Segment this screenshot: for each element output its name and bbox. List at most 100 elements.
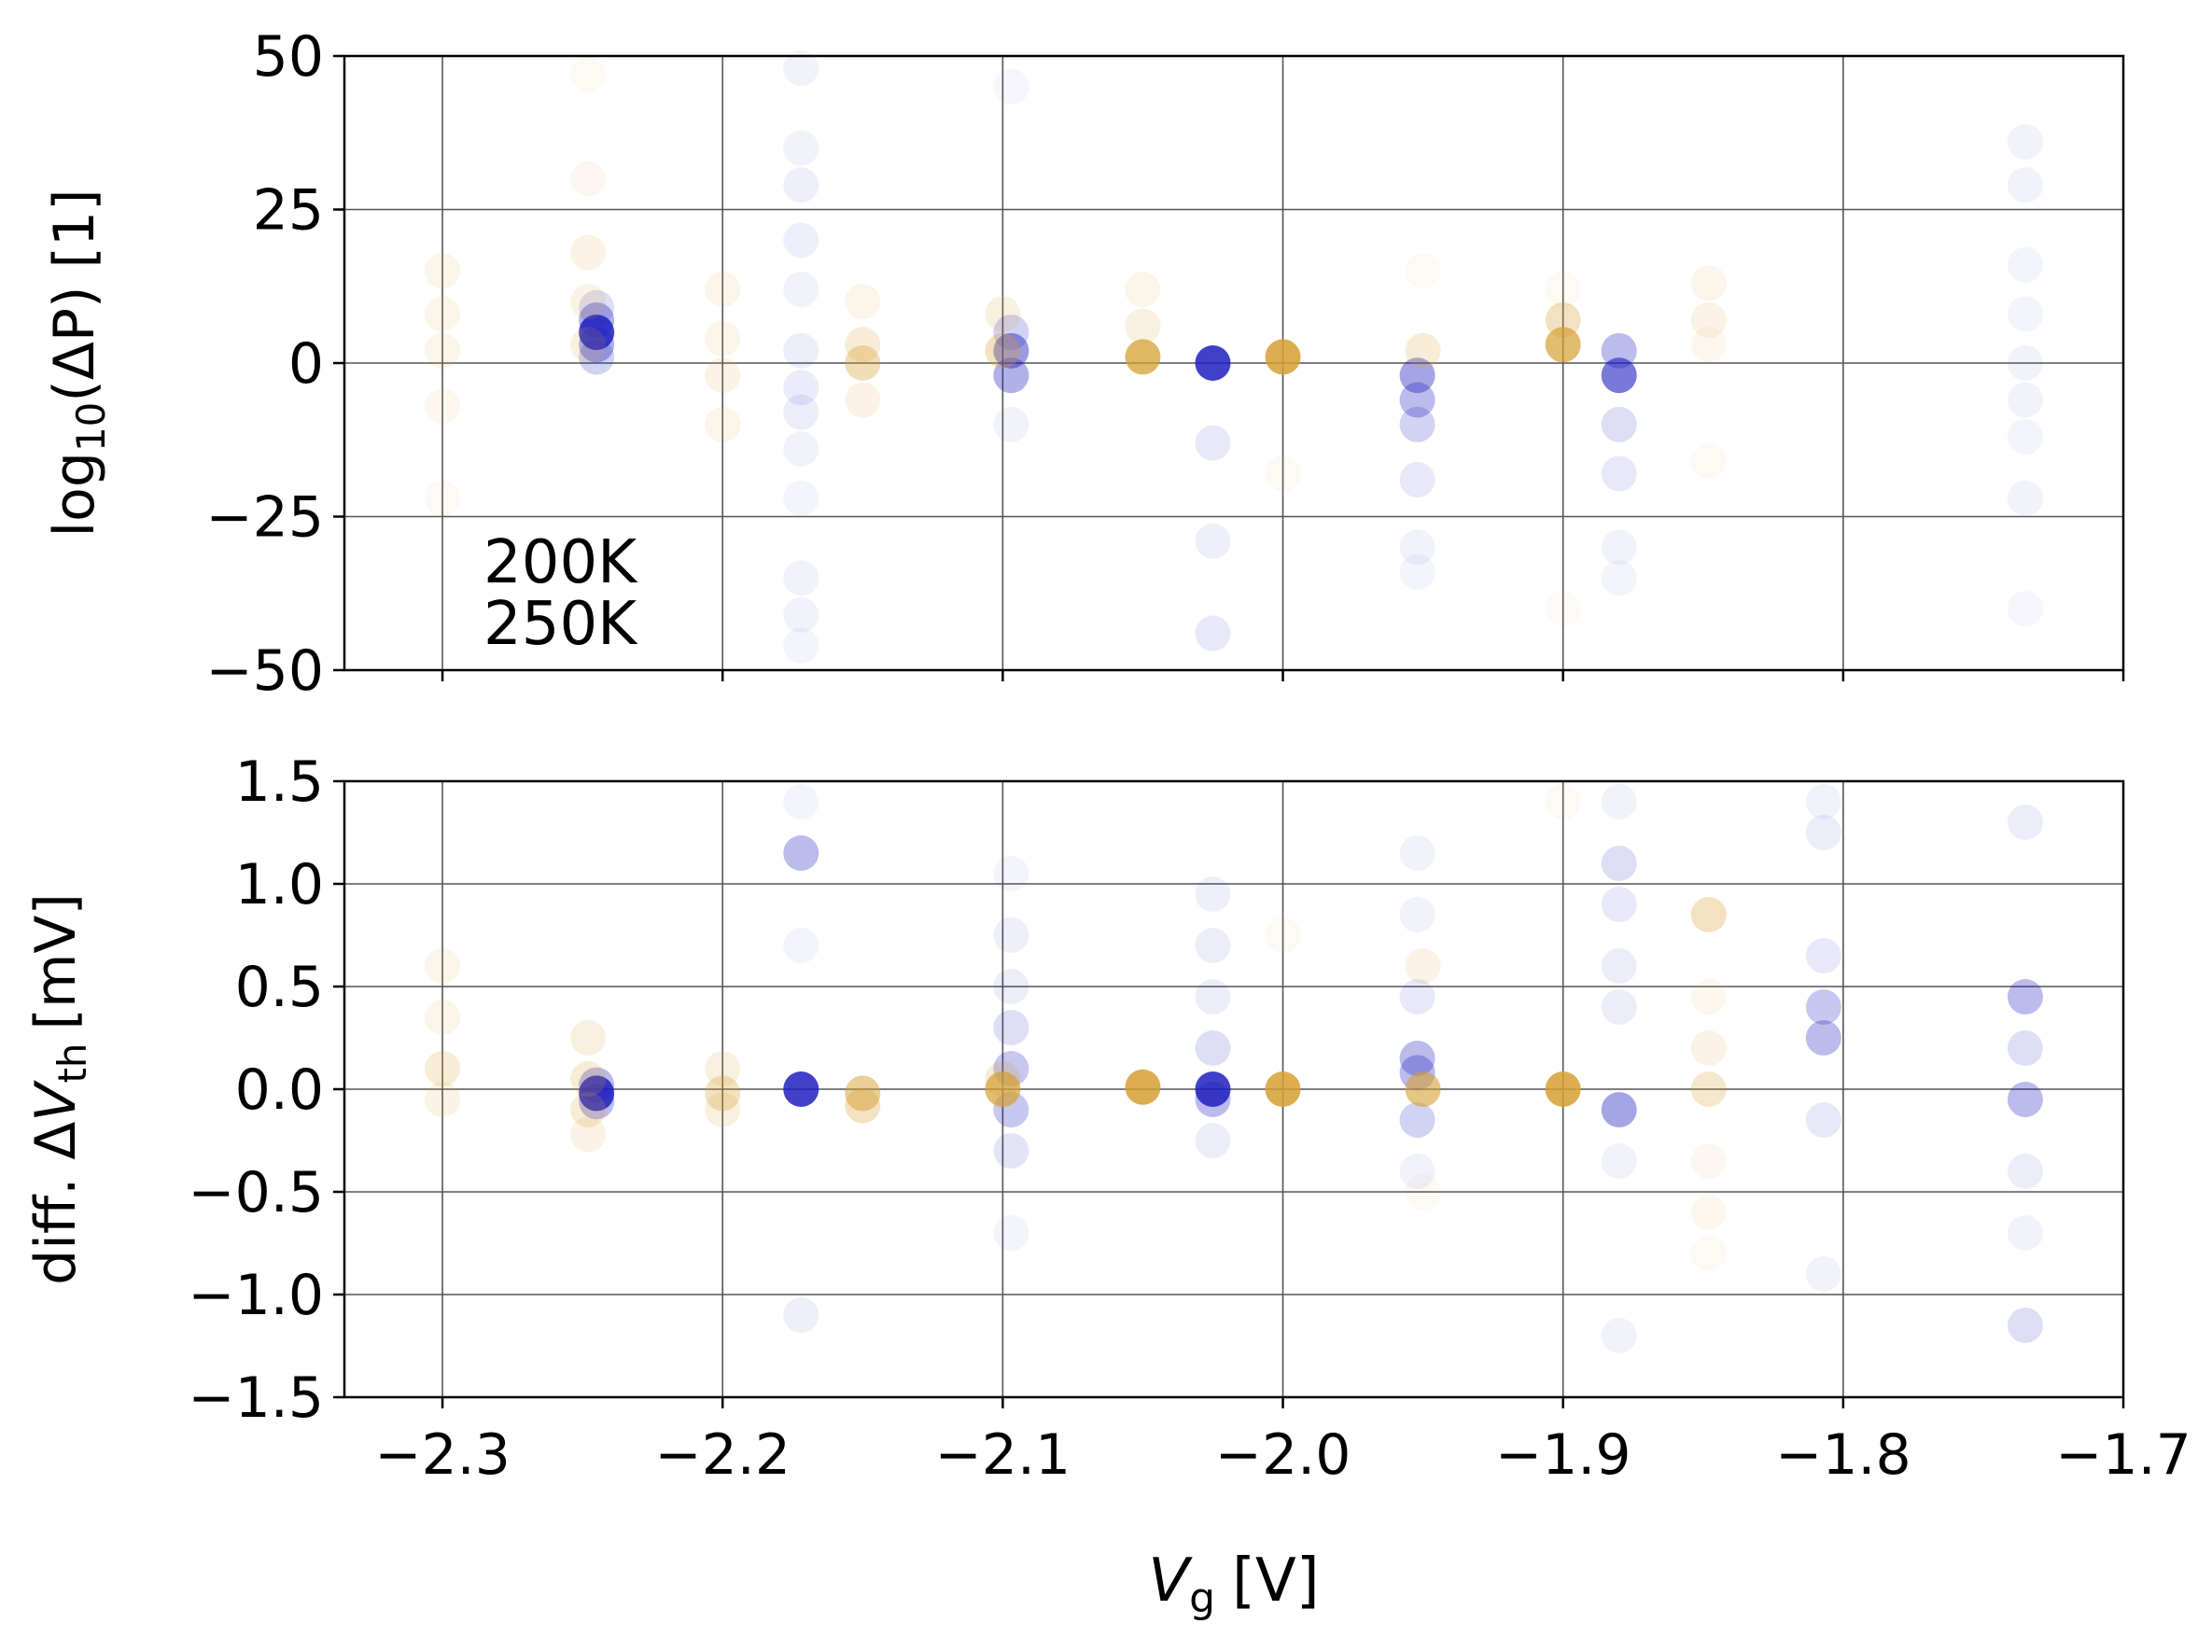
point-200k bbox=[1195, 928, 1231, 963]
point-250k bbox=[705, 357, 741, 394]
point-200k bbox=[1601, 887, 1637, 922]
point-250k bbox=[425, 332, 461, 369]
x-tick-label: −1.8 bbox=[1775, 1422, 1911, 1488]
point-250k bbox=[1690, 265, 1727, 301]
point-200k bbox=[1805, 938, 1841, 973]
top-ylabel-rest: (ΔP) [1] bbox=[42, 189, 107, 401]
point-200k bbox=[2007, 246, 2043, 283]
point-250k bbox=[705, 272, 741, 308]
point-250k bbox=[1265, 339, 1301, 375]
point-200k bbox=[783, 835, 819, 871]
top-ylabel: log10(ΔP) [1] bbox=[42, 189, 114, 537]
point-200k bbox=[993, 357, 1029, 394]
point-250k bbox=[425, 253, 461, 289]
point-200k bbox=[1399, 1102, 1435, 1138]
point-250k bbox=[1690, 1143, 1727, 1179]
point-250k bbox=[570, 234, 607, 271]
point-200k bbox=[783, 167, 819, 203]
point-200k bbox=[993, 68, 1029, 105]
point-200k bbox=[579, 1067, 615, 1103]
point-250k bbox=[1125, 1069, 1161, 1105]
x-axis-label-sub: g bbox=[1189, 1575, 1215, 1622]
point-200k bbox=[579, 301, 615, 338]
point-250k bbox=[570, 284, 607, 320]
point-250k bbox=[570, 1116, 607, 1153]
bottom-ylabel-var: V bbox=[23, 1080, 89, 1122]
point-200k bbox=[579, 289, 615, 326]
top-scatter-points bbox=[425, 50, 2043, 664]
point-200k bbox=[993, 406, 1029, 442]
bottom-scatter-points bbox=[425, 784, 2043, 1353]
point-200k bbox=[783, 1297, 819, 1333]
point-200k bbox=[1805, 784, 1841, 819]
point-250k bbox=[705, 1075, 741, 1112]
point-200k bbox=[1805, 989, 1841, 1025]
point-200k bbox=[1399, 382, 1435, 418]
top-ticks: −50 −25 0 25 50 bbox=[205, 24, 2125, 704]
point-250k bbox=[1265, 455, 1301, 492]
point-250k bbox=[705, 1092, 741, 1127]
point-200k bbox=[783, 222, 819, 259]
point-200k bbox=[783, 480, 819, 516]
point-200k bbox=[2007, 805, 2043, 840]
point-200k bbox=[2007, 1308, 2043, 1343]
point-250k bbox=[1545, 327, 1581, 363]
point-200k bbox=[993, 917, 1029, 953]
point-200k bbox=[783, 50, 819, 87]
point-200k bbox=[783, 394, 819, 430]
point-250k bbox=[705, 406, 741, 442]
point-250k bbox=[705, 1051, 741, 1086]
point-200k bbox=[1805, 815, 1841, 850]
point-250k bbox=[1125, 339, 1161, 375]
point-200k bbox=[2007, 296, 2043, 332]
point-200k bbox=[1805, 1020, 1841, 1056]
point-200k bbox=[2007, 480, 2043, 516]
point-250k bbox=[1690, 1236, 1727, 1271]
bottom-ylabel: diff. ΔVth [mV] bbox=[23, 893, 95, 1285]
point-250k bbox=[1690, 897, 1727, 932]
point-200k bbox=[1399, 553, 1435, 590]
point-200k bbox=[783, 560, 819, 596]
point-200k bbox=[993, 856, 1029, 891]
bottom-ylabel-unit: [mV] bbox=[23, 893, 89, 1029]
point-200k bbox=[1601, 357, 1637, 394]
y-tick-label: −1.0 bbox=[188, 1263, 324, 1328]
point-250k bbox=[425, 948, 461, 984]
point-200k bbox=[2007, 1030, 2043, 1066]
point-200k bbox=[783, 1071, 819, 1107]
point-250k bbox=[985, 332, 1021, 369]
x-axis-label: Vg [V] bbox=[1148, 1547, 1319, 1622]
point-200k bbox=[1601, 989, 1637, 1025]
point-250k bbox=[425, 1000, 461, 1035]
bottom-ylabel-pre: diff. Δ bbox=[23, 1122, 89, 1285]
point-200k bbox=[1601, 1092, 1637, 1127]
y-tick-label: 0.5 bbox=[235, 955, 324, 1020]
point-200k bbox=[783, 596, 819, 633]
y-tick-label: 50 bbox=[253, 24, 324, 90]
point-200k bbox=[2007, 1154, 2043, 1189]
x-tick-label: −1.7 bbox=[2055, 1422, 2191, 1488]
point-200k bbox=[1399, 897, 1435, 932]
y-tick-label: −50 bbox=[205, 638, 324, 704]
bottom-ticks: −2.3 −2.2 −2.1 −2.0 −1.9 −1.8 −1.7 −1.5 −1.0 −0.5… bbox=[188, 749, 2191, 1488]
point-250k bbox=[1690, 1071, 1727, 1107]
point-250k bbox=[1545, 784, 1581, 819]
point-250k bbox=[1405, 332, 1441, 369]
point-200k bbox=[2007, 418, 2043, 455]
point-200k bbox=[1195, 1082, 1231, 1117]
point-250k bbox=[845, 1087, 881, 1124]
point-200k bbox=[1399, 529, 1435, 566]
point-250k bbox=[1545, 272, 1581, 308]
x-tick-label: −2.0 bbox=[1215, 1422, 1351, 1488]
point-250k bbox=[570, 1061, 607, 1097]
point-200k bbox=[1195, 523, 1231, 559]
y-tick-label: 1.0 bbox=[235, 852, 324, 917]
point-200k bbox=[1195, 425, 1231, 461]
point-200k bbox=[783, 332, 819, 369]
point-250k bbox=[425, 480, 461, 516]
point-200k bbox=[1195, 1123, 1231, 1158]
point-200k bbox=[1399, 1041, 1435, 1076]
point-250k bbox=[1545, 301, 1581, 338]
point-250k bbox=[1690, 1195, 1727, 1230]
